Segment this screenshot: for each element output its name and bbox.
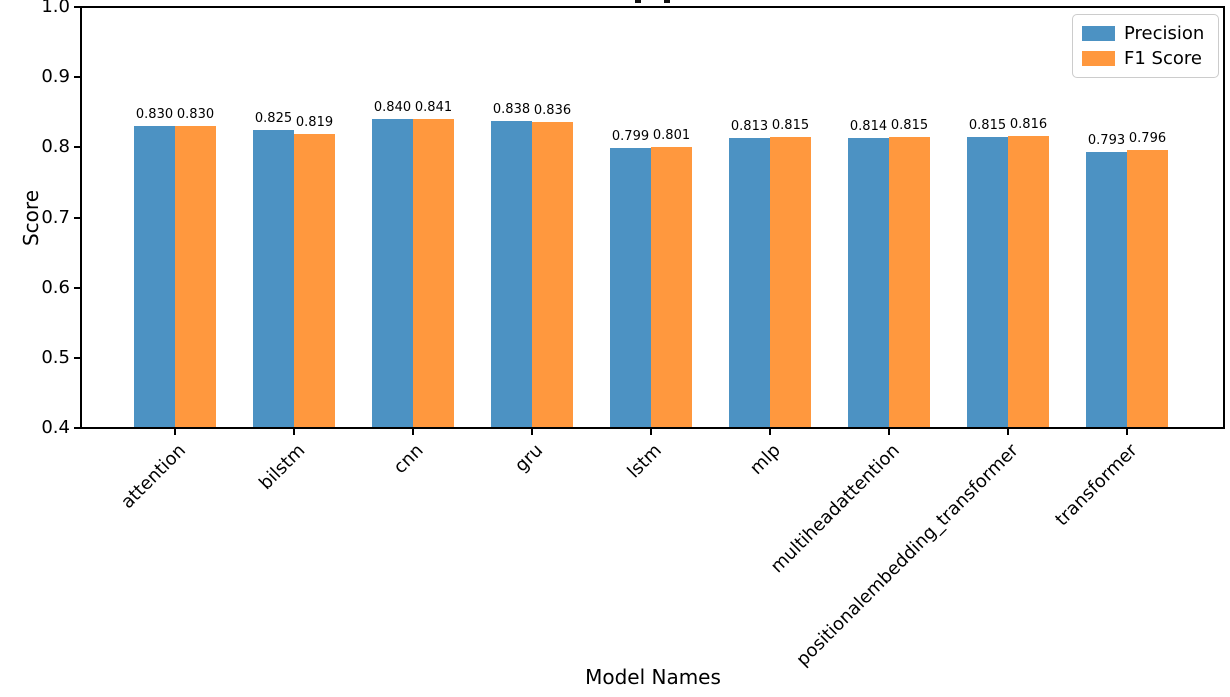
x-axis-tick [650, 429, 652, 435]
bar-value-label: 0.815 [890, 117, 929, 133]
f1-score-bar-attention [175, 126, 216, 427]
y-tick-label: 0.4 [41, 417, 70, 438]
x-axis-tick [412, 429, 414, 435]
bar-value-label: 0.841 [414, 99, 453, 115]
axis-spine-right [1223, 7, 1225, 429]
bar-value-label: 0.840 [373, 100, 412, 116]
bar-value-label: 0.816 [1009, 117, 1048, 133]
f1-score-bar-gru [532, 122, 573, 427]
x-axis-tick [293, 429, 295, 435]
bar-value-label: 0.830 [176, 107, 215, 123]
f1-score-bar-mlp [770, 136, 811, 427]
y-axis-label: Score [19, 189, 43, 247]
y-axis-tick [74, 216, 80, 219]
legend-label: Precision [1124, 23, 1205, 44]
axis-spine-top [80, 6, 1225, 8]
y-axis-tick [74, 6, 80, 8]
bar-value-label: 0.814 [849, 118, 888, 134]
precision-bar-gru [491, 120, 532, 427]
precision-bar-lstm [610, 148, 651, 427]
bar-value-label: 0.801 [652, 127, 691, 143]
x-tick-label-positionalembedding-transformer: positionalembedding_transformer [792, 440, 1023, 671]
x-axis-tick [769, 429, 771, 435]
x-axis-tick [888, 429, 890, 435]
f1-score-bar-cnn [413, 118, 454, 427]
y-tick-label: 1.0 [41, 0, 70, 17]
bar-value-label: 0.830 [135, 107, 174, 123]
x-tick-label-gru: gru [510, 440, 547, 477]
x-tick-label-lstm: lstm [623, 440, 666, 483]
x-axis-tick [1126, 429, 1128, 435]
bar-value-label: 0.793 [1087, 133, 1126, 149]
clipped-title-fragment [664, 0, 670, 3]
x-tick-label-transformer: transformer [1051, 440, 1142, 531]
f1-score-bar-transformer [1127, 150, 1168, 427]
f1-score-bar-multiheadattention [889, 136, 930, 427]
y-tick-label: 0.9 [41, 66, 70, 88]
precision-bar-bilstm [253, 129, 294, 427]
x-axis-tick [174, 429, 176, 435]
legend-item-f1-score: F1 Score [1082, 46, 1209, 71]
bar-value-label: 0.815 [771, 117, 810, 133]
legend: Precision F1 Score [1072, 14, 1219, 78]
f1-score-bar-bilstm [294, 134, 335, 427]
legend-swatch-icon [1082, 26, 1115, 41]
clipped-title-fragment [635, 0, 641, 3]
y-tick-label: 0.8 [41, 136, 70, 158]
x-axis-tick [1007, 429, 1009, 435]
legend-item-precision: Precision [1082, 21, 1209, 46]
x-tick-label-mlp: mlp [745, 440, 785, 479]
bar-value-label: 0.796 [1128, 131, 1167, 147]
x-tick-label-multiheadattention: multiheadattention [766, 440, 904, 578]
precision-bar-multiheadattention [848, 137, 889, 427]
y-axis-tick [74, 76, 80, 79]
bar-value-label: 0.815 [968, 117, 1007, 133]
y-axis-tick [74, 286, 80, 289]
bar-value-label: 0.836 [533, 103, 572, 119]
precision-bar-cnn [372, 119, 413, 427]
y-tick-label: 0.5 [41, 346, 70, 368]
bar-value-label: 0.813 [730, 119, 769, 135]
bar-value-label: 0.819 [295, 115, 334, 130]
axis-spine-left [80, 7, 82, 429]
bar-value-label: 0.838 [492, 101, 531, 117]
precision-bar-transformer [1086, 152, 1127, 427]
precision-bar-positionalembedding-transformer [967, 136, 1008, 427]
y-axis-tick [74, 356, 80, 359]
y-axis-tick [74, 427, 80, 429]
legend-label: F1 Score [1124, 48, 1202, 69]
precision-bar-mlp [729, 138, 770, 427]
y-tick-label: 0.7 [41, 206, 70, 228]
axis-spine-bottom [80, 427, 1225, 429]
x-tick-label-cnn: cnn [389, 440, 428, 478]
y-tick-label: 0.6 [41, 276, 70, 298]
precision-bar-attention [134, 126, 175, 427]
f1-score-bar-positionalembedding-transformer [1008, 136, 1049, 427]
f1-score-bar-lstm [651, 146, 692, 427]
x-tick-label-attention: attention [116, 440, 190, 513]
legend-swatch-icon [1082, 51, 1115, 66]
bar-value-label: 0.799 [611, 129, 650, 145]
x-axis-label: Model Names [585, 665, 721, 689]
bar-value-label: 0.825 [254, 110, 293, 126]
x-axis-tick [531, 429, 533, 435]
y-axis-tick [74, 146, 80, 149]
x-tick-label-bilstm: bilstm [254, 440, 309, 495]
